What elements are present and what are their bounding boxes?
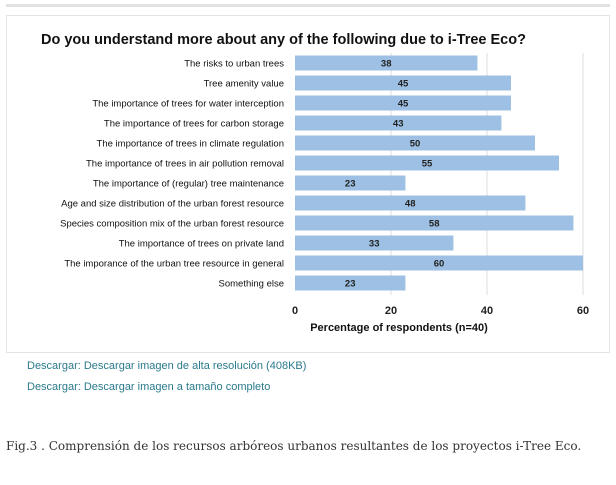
category-label: The importance of trees in air pollution… — [86, 159, 284, 170]
bar-chart: Do you understand more about any of the … — [41, 32, 589, 334]
x-tick-label: 0 — [292, 305, 298, 317]
x-tick-label: 40 — [481, 305, 493, 317]
bar — [295, 75, 511, 91]
category-label: The risks to urban trees — [184, 59, 284, 70]
category-label: The importance of trees for water interc… — [92, 99, 284, 110]
category-label: The imporance of the urban tree resource… — [64, 259, 284, 270]
bar — [295, 175, 406, 191]
bar — [295, 135, 535, 151]
x-tick-label: 20 — [385, 305, 397, 317]
bar — [295, 275, 406, 291]
category-label: Age and size distribution of the urban f… — [61, 199, 284, 210]
bar-value-label: 38 — [381, 59, 392, 70]
category-label: Tree amenity value — [204, 79, 284, 90]
x-tick-label: 60 — [577, 305, 589, 317]
bar-value-label: 58 — [429, 219, 440, 230]
bar-value-label: 50 — [410, 139, 421, 150]
category-label: The importance of trees for carbon stora… — [104, 119, 284, 130]
figure-card: Do you understand more about any of the … — [6, 15, 610, 353]
x-axis-label: Percentage of respondents (n=40) — [310, 322, 488, 334]
chart-title: Do you understand more about any of the … — [41, 32, 526, 48]
category-label: Species composition mix of the urban for… — [60, 219, 284, 230]
top-divider — [6, 4, 610, 7]
bar — [295, 95, 511, 111]
bar — [295, 155, 559, 171]
bar — [295, 115, 502, 131]
download-full-size-link[interactable]: Descargar: Descargar imagen a tamaño com… — [27, 381, 271, 393]
bar — [295, 55, 478, 71]
download-links: Descargar: Descargar imagen de alta reso… — [27, 360, 306, 402]
bar-value-label: 55 — [422, 159, 433, 170]
bar-value-label: 48 — [405, 199, 416, 210]
bar — [295, 235, 454, 251]
bar-value-label: 23 — [345, 179, 356, 190]
bar-value-label: 33 — [369, 239, 380, 250]
bar-value-label: 43 — [393, 119, 404, 130]
category-label: The importance of trees on private land — [119, 239, 284, 250]
download-high-res-link[interactable]: Descargar: Descargar imagen de alta reso… — [27, 360, 307, 372]
bar — [295, 255, 583, 271]
figure-caption: Fig.3 . Comprensión de los recursos arbó… — [6, 439, 582, 453]
category-label: Something else — [219, 279, 284, 290]
bar-value-label: 45 — [398, 99, 409, 110]
bar — [295, 195, 526, 211]
bar-value-label: 45 — [398, 79, 409, 90]
bar — [295, 215, 574, 231]
bar-value-label: 23 — [345, 279, 356, 290]
bar-value-label: 60 — [434, 259, 445, 270]
category-label: The importance of trees in climate regul… — [97, 139, 284, 150]
category-label: The importance of (regular) tree mainten… — [93, 179, 284, 190]
